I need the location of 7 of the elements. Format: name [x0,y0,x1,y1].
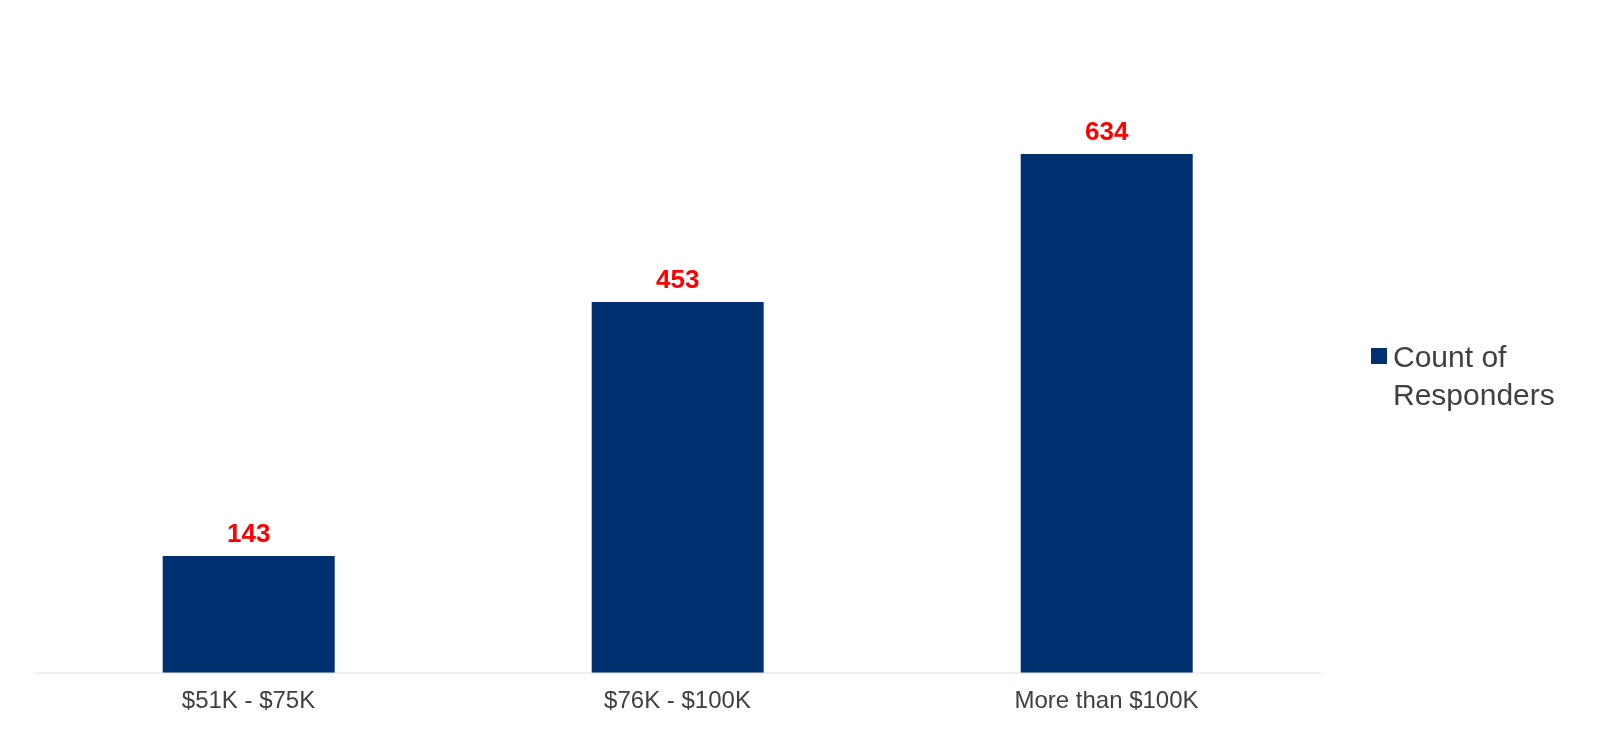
data-label: 634 [1085,115,1129,146]
data-label: 143 [227,517,271,548]
data-label: 453 [656,264,700,295]
x-tick-label: More than $100K [1014,686,1199,714]
x-tick-label: $51K - $75K [181,686,316,714]
legend-label: Count of Responders [1393,338,1556,413]
x-tick-label: $76K - $100K [604,686,751,714]
